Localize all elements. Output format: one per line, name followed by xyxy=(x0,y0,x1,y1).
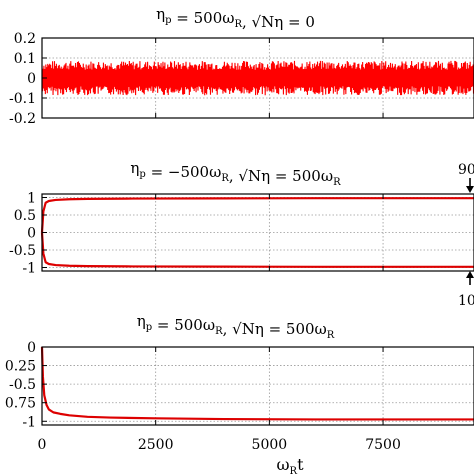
title-part: R xyxy=(333,177,341,188)
annotation-arrowhead xyxy=(466,186,474,193)
y-tick-label: 0.75 xyxy=(5,396,36,412)
panel-title: ηp = 500ωR, √Nη = 0 xyxy=(156,5,315,31)
y-tick-label: 0 xyxy=(27,226,36,242)
y-tick-label: -0.5 xyxy=(9,243,36,259)
series-line xyxy=(40,232,474,268)
y-tick-label: -0.2 xyxy=(9,111,36,127)
x-tick-label: 5000 xyxy=(252,437,288,453)
series-line xyxy=(41,60,474,96)
x-axis-label: ωRt xyxy=(276,455,304,474)
title-part: p xyxy=(146,322,152,333)
title-part: η xyxy=(156,5,165,23)
title-part: η xyxy=(137,312,146,330)
grid xyxy=(42,347,474,425)
panel-1: ηp = 500ωR, √Nη = 0 0.2 0.1 0 -0.1 -0.2 xyxy=(9,5,474,127)
y-tick-label: 0.25 xyxy=(5,359,36,375)
y-tick-label: 0 xyxy=(27,71,36,87)
axes-frame xyxy=(41,193,474,272)
y-tick-label: -0.1 xyxy=(9,91,36,107)
title-part: p xyxy=(139,169,145,180)
y-tick-label: 0.5 xyxy=(14,208,36,224)
y-tick-label: 0 xyxy=(27,340,36,356)
title-part: R xyxy=(327,330,335,341)
title-part: p xyxy=(165,15,171,26)
title-part: = 500ω xyxy=(172,9,235,27)
title-part: R xyxy=(215,326,223,337)
series-line xyxy=(40,346,474,421)
title-part: , √Nη = 0 xyxy=(242,13,315,31)
annotation-arrowhead xyxy=(466,271,474,278)
title-part: , √Nη = 500ω xyxy=(223,320,327,338)
x-tick-label: 2500 xyxy=(138,437,174,453)
x-tick-label: 7500 xyxy=(365,437,401,453)
y-tick-label: 1 xyxy=(27,191,36,207)
x-tick-label: 0 xyxy=(38,437,47,453)
y-tick-label: -1 xyxy=(22,261,36,277)
title-part: = −500ω xyxy=(146,163,222,181)
panel-title: ηp = −500ωR, √Nη = 500ωR xyxy=(130,159,341,188)
title-part: , √Nη = 500ω xyxy=(229,167,333,185)
annotation-label: 10 xyxy=(458,293,474,309)
title-part: R xyxy=(221,173,229,184)
y-tick-label: 0.1 xyxy=(14,51,36,67)
title-part: η xyxy=(130,159,139,177)
panel-title: ηp = 500ωR, √Nη = 500ωR xyxy=(137,312,335,341)
grid xyxy=(42,194,474,271)
y-tick-label: -0.5 xyxy=(9,377,36,393)
title-part: = 500ω xyxy=(152,316,215,334)
annotation-label: 90 xyxy=(458,162,474,178)
y-tick-label: 0.2 xyxy=(14,31,36,47)
y-tick-label: -1 xyxy=(22,414,36,430)
series-line xyxy=(40,197,474,233)
title-part: R xyxy=(234,19,242,30)
axes-frame xyxy=(41,346,474,426)
